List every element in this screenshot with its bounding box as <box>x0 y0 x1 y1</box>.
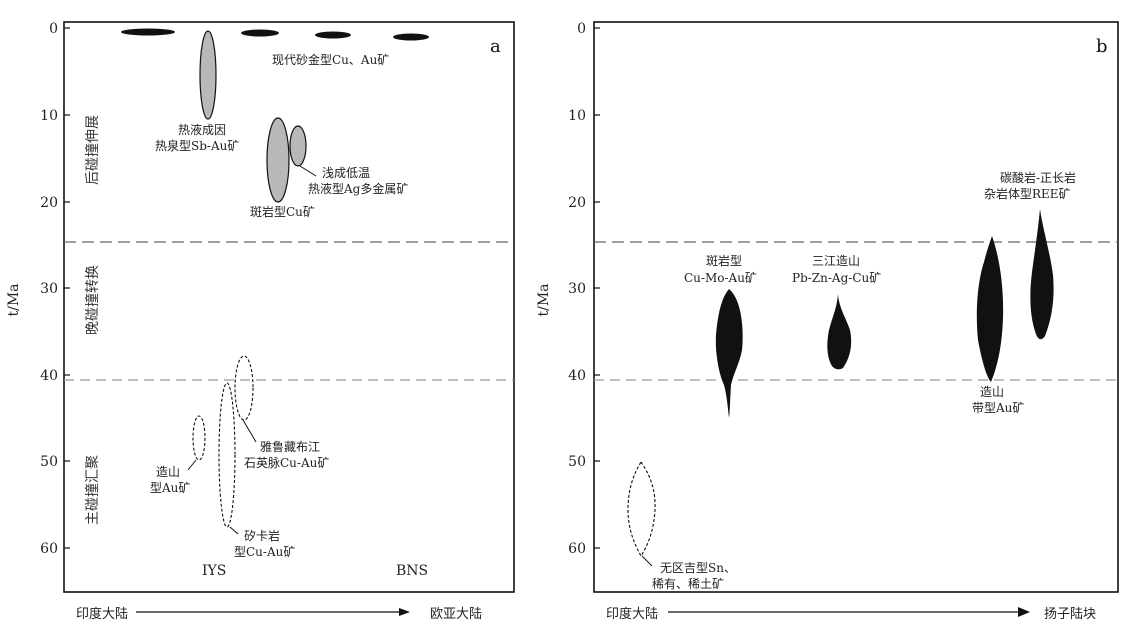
panel-a-bottom-arrowhead <box>399 608 410 616</box>
panel-a-bar-1 <box>121 28 175 36</box>
panel-b-label-cu-mo-au-1: 斑岩型 <box>706 253 742 268</box>
panel-a-label-hotspring-1: 热液成因 <box>178 122 226 137</box>
panel-b-cu-mo-au-shape <box>715 289 743 418</box>
panel-a-label-skarn-2: 型Cu-Au矿 <box>234 545 295 559</box>
panel-a-skarn-leader <box>229 526 239 535</box>
panel-b-tick-20: 20 <box>568 195 586 211</box>
panel-b-tick-60: 60 <box>568 541 586 557</box>
panel-a-epithermal-ellipse <box>289 125 307 167</box>
panel-a-letter: a <box>490 36 501 57</box>
panel-a-y-ticks <box>64 27 70 549</box>
panel-a-label-yarlung-1: 雅鲁藏布江 <box>260 439 320 454</box>
panel-b: b 0 10 20 30 40 50 60 t/Ma 斑岩型 Cu-Mo-Au矿… <box>536 21 1119 622</box>
panel-b-tick-0: 0 <box>577 21 586 37</box>
panel-a-yarlung-ellipse <box>234 355 254 421</box>
panel-a-bar-4 <box>393 33 429 41</box>
panel-b-letter: b <box>1096 36 1108 57</box>
panel-a-yarlung-leader <box>242 419 257 443</box>
panel-a-label-modern-placer: 现代砂金型Cu、Au矿 <box>272 52 389 67</box>
panel-a-period-main-collision: 主碰撞汇聚 <box>85 455 101 525</box>
panel-b-label-cu-mo-au-2: Cu-Mo-Au矿 <box>684 271 757 285</box>
panel-a-label-iys: IYS <box>202 563 226 579</box>
panel-a-tick-10: 10 <box>40 108 58 124</box>
panel-b-label-ree-2: 杂岩体型REE矿 <box>984 186 1071 201</box>
panel-a-tick-30: 30 <box>40 281 58 297</box>
panel-a-y-axis-title: t/Ma <box>6 283 22 316</box>
panel-b-y-ticks <box>594 27 600 549</box>
panel-b-tick-50: 50 <box>568 454 586 470</box>
panel-a-label-hotspring-2: 热泉型Sb-Au矿 <box>155 139 239 153</box>
panel-b-au-shape <box>976 236 1004 382</box>
panel-b-pb-zn-shape <box>827 294 852 370</box>
panel-b-sn-shape <box>627 460 656 558</box>
panel-b-label-au-2: 带型Au矿 <box>972 401 1024 415</box>
panel-b-label-sn-2: 稀有、稀土矿 <box>652 577 724 591</box>
panel-a-tick-50: 50 <box>40 454 58 470</box>
panel-a: a 0 10 20 30 40 50 60 t/Ma 后碰撞伸展 晚碰撞转换 主… <box>6 21 515 622</box>
panel-b-axis-right-text: 扬子陆块 <box>1044 606 1096 622</box>
panel-a-bar-3 <box>315 31 351 39</box>
panel-a-sb-au-ellipse <box>199 30 217 120</box>
panel-a-orogenic-leader <box>187 459 197 471</box>
panel-a-period-post-collision: 后碰撞伸展 <box>85 115 101 185</box>
panel-b-y-axis-title: t/Ma <box>536 283 552 316</box>
panel-b-frame <box>593 21 1119 593</box>
panel-b-tick-40: 40 <box>568 368 586 384</box>
panel-a-orogenic-ellipse <box>192 415 206 461</box>
panel-b-ree-shape <box>1030 209 1054 340</box>
panel-a-frame <box>63 21 515 593</box>
panel-a-porphyry-ellipse <box>266 117 290 203</box>
panel-a-skarn-ellipse <box>218 382 236 528</box>
panel-b-sn-leader <box>641 555 653 567</box>
panel-a-tick-0: 0 <box>49 21 58 37</box>
panel-a-label-porphyry: 斑岩型Cu矿 <box>250 204 315 219</box>
panel-b-label-pb-zn-1: 三江造山 <box>812 254 860 268</box>
panel-a-label-bns: BNS <box>396 563 428 579</box>
panel-a-epithermal-leader <box>299 165 317 177</box>
panel-a-label-au-1: 造山 <box>156 465 180 479</box>
panel-a-label-skarn-1: 矽卡岩 <box>244 528 280 543</box>
panel-a-label-epithermal-2: 热液型Ag多金属矿 <box>308 181 408 196</box>
panel-a-label-yarlung-2: 石英脉Cu-Au矿 <box>244 455 329 470</box>
panel-a-tick-60: 60 <box>40 541 58 557</box>
panel-b-label-pb-zn-2: Pb-Zn-Ag-Cu矿 <box>792 271 881 285</box>
panel-b-label-sn-1: 无区吉型Sn、 <box>660 561 736 575</box>
panel-b-label-ree-1: 碳酸岩-正长岩 <box>1000 170 1076 185</box>
panel-a-bar-2 <box>241 29 279 37</box>
panel-b-tick-10: 10 <box>568 108 586 124</box>
panel-a-label-epithermal-1: 浅成低温 <box>322 166 370 180</box>
panel-b-label-au-1: 造山 <box>980 385 1004 399</box>
panel-b-tick-30: 30 <box>568 281 586 297</box>
panel-b-bottom-arrowhead <box>1018 607 1030 617</box>
panel-a-axis-right-text: 欧亚大陆 <box>430 606 482 622</box>
panel-a-period-late-collision: 晚碰撞转换 <box>84 265 101 335</box>
panel-a-label-au-2: 型Au矿 <box>150 481 190 495</box>
panel-a-tick-20: 20 <box>40 195 58 211</box>
panel-a-axis-left-text: 印度大陆 <box>76 606 128 622</box>
panel-a-tick-40: 40 <box>40 368 58 384</box>
panel-b-axis-left-text: 印度大陆 <box>606 606 658 622</box>
